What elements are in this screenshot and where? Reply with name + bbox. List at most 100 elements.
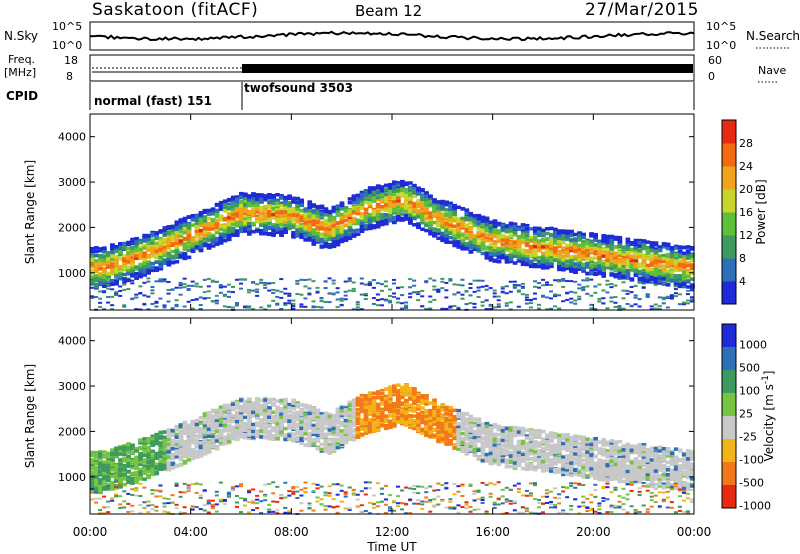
echo-cell bbox=[420, 220, 425, 225]
echo-cell bbox=[110, 265, 115, 270]
echo-cell bbox=[569, 263, 574, 268]
echo-cell bbox=[226, 233, 232, 237]
echo-cell bbox=[629, 256, 635, 261]
echo-cell bbox=[359, 227, 365, 231]
echo-cell bbox=[657, 279, 663, 283]
echo-cell bbox=[311, 228, 317, 233]
echo-cell bbox=[371, 212, 377, 217]
echo-cell bbox=[259, 223, 264, 228]
echo-cell bbox=[295, 204, 300, 209]
echo-cell bbox=[677, 259, 683, 263]
echo-cell bbox=[504, 241, 510, 245]
echo-cell bbox=[569, 255, 574, 259]
near-range-cell bbox=[122, 283, 127, 286]
echo-cell bbox=[436, 218, 441, 222]
near-range-cell bbox=[299, 278, 304, 281]
echo-cell bbox=[536, 263, 542, 267]
cpid-program-normal: normal (fast) 151 bbox=[94, 94, 212, 108]
near-range-cell bbox=[106, 283, 111, 286]
echo-cell bbox=[142, 477, 147, 481]
echo-cell bbox=[689, 285, 695, 290]
near-range-cell bbox=[331, 292, 336, 295]
near-range-cell bbox=[617, 305, 622, 308]
echo-cell bbox=[271, 212, 276, 217]
echo-cell bbox=[424, 217, 429, 221]
echo-cell bbox=[295, 210, 300, 215]
echo-cell bbox=[641, 272, 647, 277]
near-range-cell bbox=[617, 307, 622, 310]
echo-cell bbox=[677, 265, 683, 270]
echo-cell bbox=[271, 225, 276, 230]
echo-cell bbox=[355, 193, 361, 198]
echo-cell bbox=[299, 215, 305, 219]
echo-cell bbox=[512, 261, 518, 265]
echo-cell bbox=[512, 254, 518, 258]
echo-cell bbox=[432, 227, 437, 231]
echo-cell bbox=[685, 261, 691, 266]
echo-cell bbox=[90, 480, 95, 484]
echo-cell bbox=[90, 249, 95, 253]
near-range-cell bbox=[114, 494, 119, 497]
echo-cell bbox=[657, 271, 663, 275]
echo-cell bbox=[102, 250, 107, 254]
echo-cell bbox=[420, 227, 425, 231]
echo-cell bbox=[251, 206, 256, 210]
echo-cell bbox=[561, 241, 566, 245]
echo-cell bbox=[569, 266, 574, 270]
near-range-cell bbox=[138, 495, 143, 498]
echo-cell bbox=[569, 230, 574, 234]
echo-cell bbox=[234, 213, 240, 218]
echo-cell bbox=[484, 226, 490, 231]
echo-cell bbox=[468, 250, 474, 254]
echo-cell bbox=[190, 239, 196, 243]
near-range-cell bbox=[126, 502, 131, 505]
echo-cell bbox=[206, 216, 212, 221]
near-range-cell bbox=[194, 282, 199, 285]
echo-cell bbox=[343, 208, 349, 213]
echo-cell bbox=[287, 226, 292, 231]
near-range-cell bbox=[460, 297, 465, 300]
echo-cell bbox=[496, 239, 502, 244]
near-range-cell bbox=[162, 306, 167, 309]
echo-cell bbox=[122, 477, 127, 481]
echo-cell bbox=[392, 211, 397, 215]
near-range-cell bbox=[653, 283, 658, 286]
echo-cell bbox=[126, 464, 131, 468]
near-range-cell bbox=[178, 286, 183, 289]
echo-cell bbox=[573, 257, 578, 262]
echo-cell bbox=[214, 238, 220, 243]
near-range-cell bbox=[516, 289, 521, 292]
echo-cell bbox=[347, 232, 353, 237]
echo-cell bbox=[122, 267, 127, 271]
near-range-cell bbox=[387, 299, 392, 302]
near-range-cell bbox=[597, 297, 602, 300]
echo-cell bbox=[146, 241, 151, 245]
echo-cell bbox=[90, 278, 95, 282]
echo-cell bbox=[468, 211, 474, 216]
echo-cell bbox=[206, 243, 212, 248]
echo-cell bbox=[90, 460, 95, 465]
echo-cell bbox=[673, 283, 679, 287]
echo-cell bbox=[178, 220, 184, 224]
echo-cell bbox=[416, 215, 421, 219]
echo-cell bbox=[194, 218, 200, 223]
echo-cell bbox=[601, 260, 607, 264]
echo-cell bbox=[146, 264, 151, 269]
echo-cell bbox=[649, 256, 655, 260]
near-range-cell bbox=[569, 280, 574, 283]
echo-cell bbox=[452, 204, 458, 209]
echo-cell bbox=[653, 253, 659, 257]
echo-cell bbox=[126, 267, 131, 272]
echo-cell bbox=[295, 215, 300, 220]
noise-right-label: N.Search bbox=[746, 29, 800, 43]
echo-cell bbox=[496, 255, 502, 260]
echo-cell bbox=[432, 203, 437, 208]
echo-cell bbox=[532, 226, 538, 231]
echo-cell bbox=[138, 254, 143, 259]
echo-cell bbox=[448, 227, 453, 232]
echo-cell bbox=[629, 247, 635, 252]
echo-cell bbox=[512, 240, 518, 245]
echo-cell bbox=[267, 211, 272, 216]
echo-cell bbox=[166, 246, 172, 251]
echo-cell bbox=[138, 467, 143, 472]
